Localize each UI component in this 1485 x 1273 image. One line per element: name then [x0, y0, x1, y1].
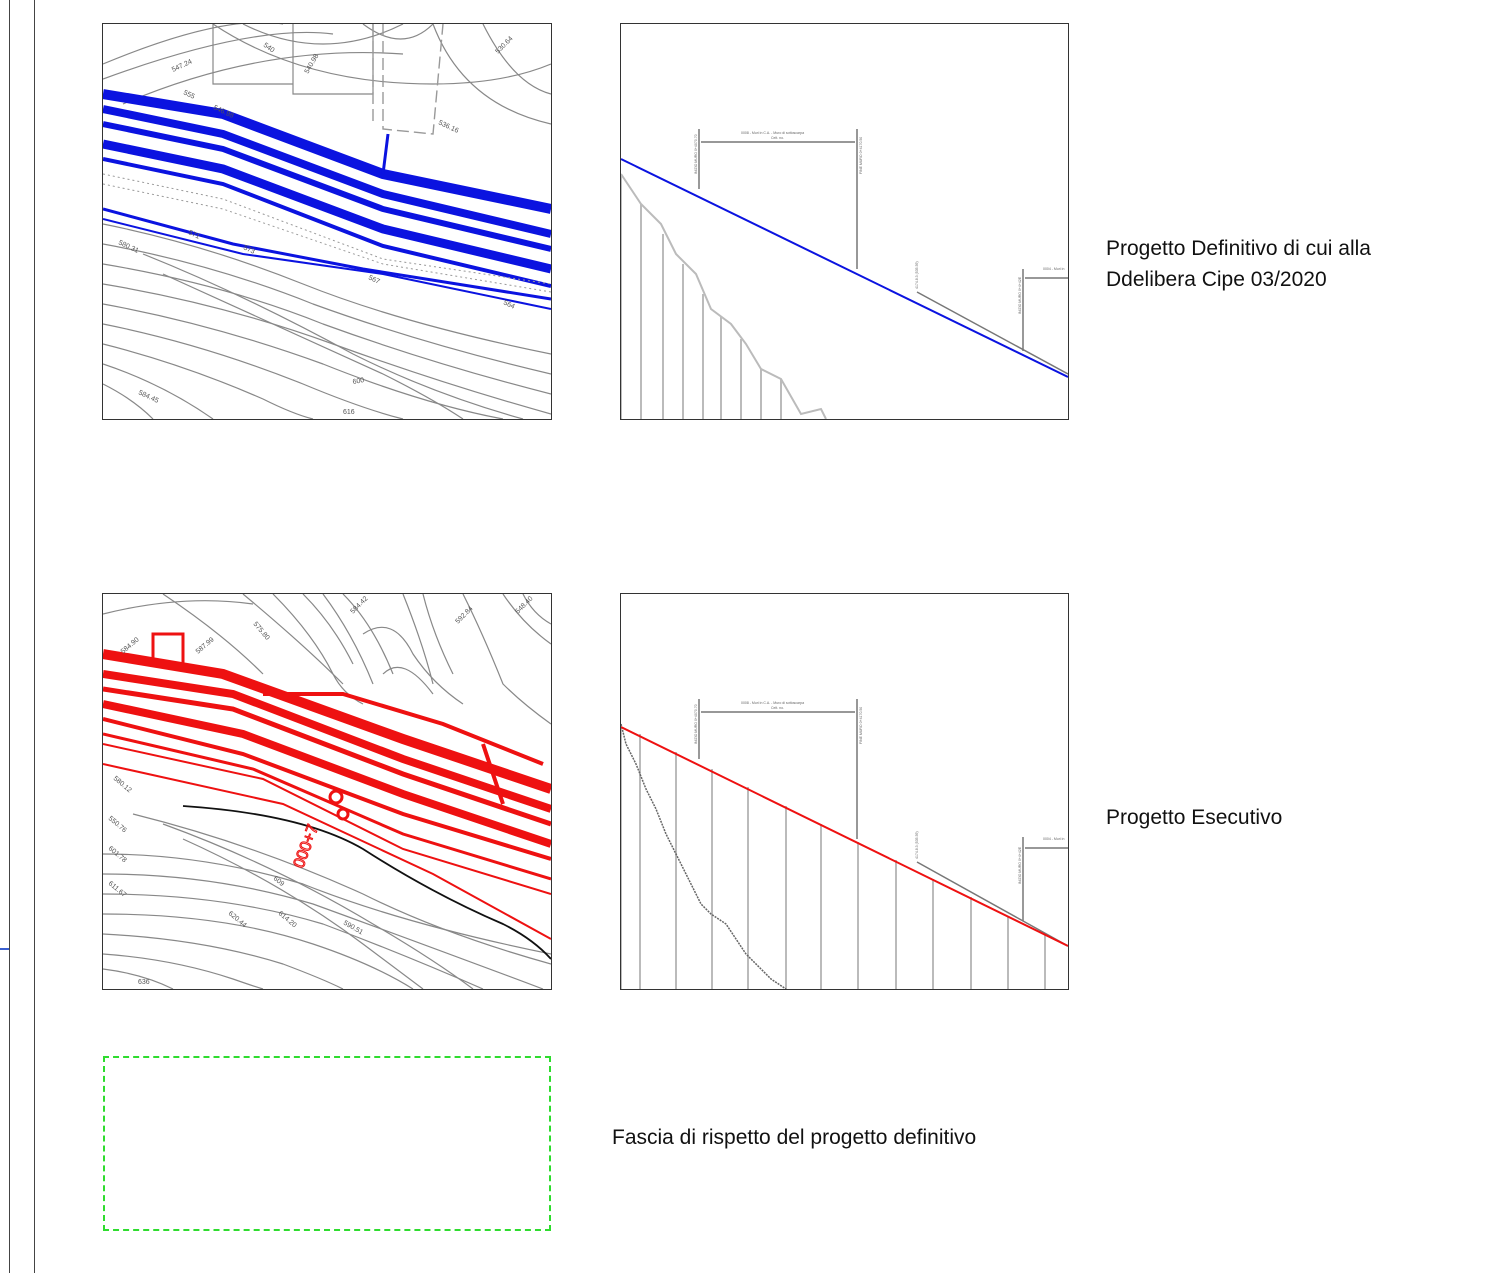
profile-label: INIZIO MURO 0+4+42E — [1018, 846, 1022, 884]
map-label: 547.24 — [171, 58, 193, 73]
sheet-frame-left-inner — [34, 0, 35, 1273]
profile-label: 4174.8.3 (535.59) — [915, 831, 919, 859]
profile-label: INIZIO MURO 0+4+42E — [1018, 276, 1022, 314]
map-label: 584.45 — [137, 389, 159, 404]
profile-section-definitivo-drawing: 0008 - Muri in C.A. - Muro di sottoscarp… — [621, 129, 1068, 419]
map-label: 600 — [352, 377, 365, 386]
map-label: 536.16 — [437, 119, 459, 134]
legend-buffer-swatch — [103, 1056, 551, 1231]
profile-section-esecutivo-drawing: 0008 - Muri in C.A. - Muro di sottoscarp… — [621, 699, 1068, 989]
plan-map-definitivo-drawing: 540 547.24 540.98 530.64 555 546.98 536.… — [103, 24, 551, 419]
map-label: 636 — [138, 979, 150, 986]
map-label: 614.20 — [277, 910, 298, 929]
profile-label: Celt. no. — [771, 136, 784, 140]
profile-label: 0004 - Muri in — [1043, 837, 1064, 841]
profile-section-definitivo: 0008 - Muri in C.A. - Muro di sottoscarp… — [620, 23, 1069, 420]
profile-label: FINE MURO 0+4170.50 — [859, 707, 863, 744]
map-label: 580.12 — [112, 775, 133, 794]
caption-esecutivo: Progetto Esecutivo — [1106, 802, 1282, 833]
map-label: 571 — [187, 229, 201, 240]
map-label: 611.67 — [107, 880, 128, 899]
map-label: 530.64 — [494, 35, 514, 55]
profile-label: INIZIO MURO 0+4070.70 — [694, 134, 698, 174]
legend-caption: Fascia di rispetto del progetto definiti… — [612, 1126, 977, 1149]
map-label: 550.76 — [107, 815, 128, 834]
map-label: 000+7 — [291, 822, 322, 870]
map-label: 575.80 — [251, 621, 270, 642]
sheet-frame-left-outer — [9, 0, 10, 1273]
map-label: 567 — [367, 274, 381, 285]
profile-label: INIZIO MURO 0+4070.70 — [694, 704, 698, 744]
plan-map-definitivo: 540 547.24 540.98 530.64 555 546.98 536.… — [102, 23, 552, 420]
map-label: 555 — [182, 89, 196, 100]
caption-definitivo-line1: Progetto Definitivo di cui alla — [1106, 237, 1371, 260]
map-label: 616 — [343, 409, 355, 416]
sheet-frame-marker — [0, 948, 9, 950]
map-label: 584.90 — [120, 636, 141, 655]
profile-label: 0004 - Muri in — [1043, 267, 1064, 271]
caption-definitivo-line2: Ddelibera Cipe 03/2020 — [1106, 268, 1327, 291]
profile-section-esecutivo: 0008 - Muri in C.A. - Muro di sottoscarp… — [620, 593, 1069, 990]
profile-label: 4174.8.3 (535.59) — [915, 261, 919, 289]
map-label: 587.99 — [195, 636, 216, 655]
profile-label: Celt. no. — [771, 706, 784, 710]
plan-map-esecutivo-drawing: 584.90 587.99 575.80 584.42 592.84 548.4… — [103, 594, 551, 989]
map-label: 540.98 — [304, 53, 321, 75]
map-label: 609 — [272, 875, 286, 888]
map-label: 620.44 — [227, 910, 248, 929]
caption-esecutivo-line1: Progetto Esecutivo — [1106, 806, 1283, 829]
map-label: 580.31 — [117, 239, 139, 254]
map-label: 564 — [502, 299, 516, 310]
map-label: 592.84 — [454, 605, 474, 625]
map-label: 590.51 — [342, 920, 364, 937]
map-label: 573 — [242, 244, 256, 255]
profile-label: 0008 - Muri in C.A. - Muro di sottoscarp… — [741, 701, 804, 705]
caption-definitivo: Progetto Definitivo di cui alla Ddeliber… — [1106, 233, 1371, 295]
plan-map-esecutivo: 584.90 587.99 575.80 584.42 592.84 548.4… — [102, 593, 552, 990]
map-label: 540 — [262, 42, 276, 54]
map-label: 548.40 — [514, 595, 534, 615]
profile-label: 0008 - Muri in C.A. - Muro di sottoscarp… — [741, 131, 804, 135]
profile-label: FINE MURO 0+4170.50 — [859, 137, 863, 174]
